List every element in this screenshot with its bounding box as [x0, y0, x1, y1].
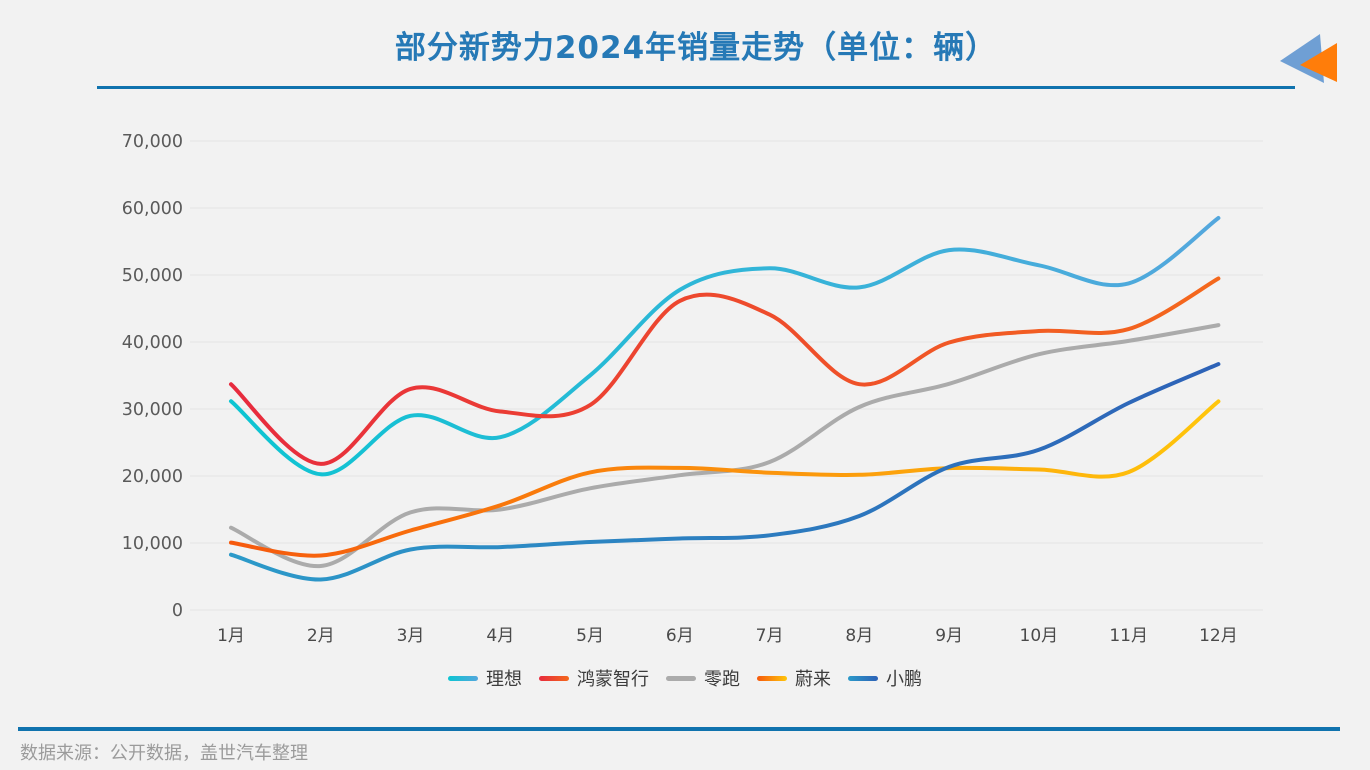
x-tick-label: 7月 — [756, 626, 784, 646]
y-tick-label: 10,000 — [122, 534, 183, 554]
brand-logo-icon — [1280, 34, 1337, 83]
legend-item-hongmeng-zhixing: 鸿蒙智行 — [539, 665, 649, 691]
legend-swatch-weilai — [757, 675, 787, 681]
x-tick-label: 3月 — [397, 626, 425, 646]
legend-swatch-hongmeng-zhixing — [539, 675, 569, 681]
footer-divider — [18, 727, 1340, 731]
chart-legend: 理想 鸿蒙智行 零跑 蔚来 小鹏 — [0, 665, 1370, 691]
y-tick-label: 50,000 — [122, 266, 183, 286]
title-divider — [97, 86, 1295, 89]
legend-label: 蔚来 — [795, 669, 831, 690]
series-line-xiaopeng — [229, 362, 1221, 582]
legend-item-lingpao: 零跑 — [666, 665, 740, 691]
series-line-lingpao — [229, 323, 1221, 569]
x-tick-label: 10月 — [1020, 626, 1059, 646]
x-tick-label: 8月 — [845, 626, 873, 646]
x-tick-label: 2月 — [307, 626, 335, 646]
series-line-hongmeng-zhixing — [229, 276, 1221, 466]
y-tick-label: 20,000 — [122, 467, 183, 487]
y-tick-label: 0 — [172, 601, 183, 621]
legend-swatch-lixiang — [448, 675, 478, 681]
x-tick-label: 4月 — [486, 626, 514, 646]
page-title: 部分新势力2024年销量走势（单位：辆） — [394, 30, 998, 66]
x-tick-label: 9月 — [935, 626, 963, 646]
legend-item-weilai: 蔚来 — [757, 665, 831, 691]
legend-swatch-lingpao — [666, 675, 696, 681]
x-tick-label: 12月 — [1199, 626, 1238, 646]
y-tick-label: 40,000 — [122, 333, 183, 353]
x-tick-label: 6月 — [666, 626, 694, 646]
legend-label: 零跑 — [704, 669, 740, 690]
legend-label: 鸿蒙智行 — [577, 669, 649, 690]
legend-label: 小鹏 — [886, 669, 922, 690]
legend-item-lixiang: 理想 — [448, 665, 522, 691]
y-tick-label: 70,000 — [122, 132, 183, 152]
series-line-lixiang — [229, 216, 1221, 477]
y-tick-label: 60,000 — [122, 199, 183, 219]
series-line-weilai — [229, 399, 1221, 558]
y-tick-label: 30,000 — [122, 400, 183, 420]
logo-front-triangle — [1300, 43, 1337, 82]
legend-label: 理想 — [486, 669, 522, 690]
x-tick-label: 11月 — [1109, 626, 1148, 646]
x-tick-label: 5月 — [576, 626, 604, 646]
legend-item-xiaopeng: 小鹏 — [848, 665, 922, 691]
x-tick-label: 1月 — [217, 626, 245, 646]
legend-swatch-xiaopeng — [848, 675, 878, 681]
data-source-note: 数据来源：公开数据，盖世汽车整理 — [20, 743, 308, 764]
sales-trend-line-chart: 0 10,000 20,000 30,000 40,000 50,000 60,000 70,… — [122, 132, 1263, 646]
